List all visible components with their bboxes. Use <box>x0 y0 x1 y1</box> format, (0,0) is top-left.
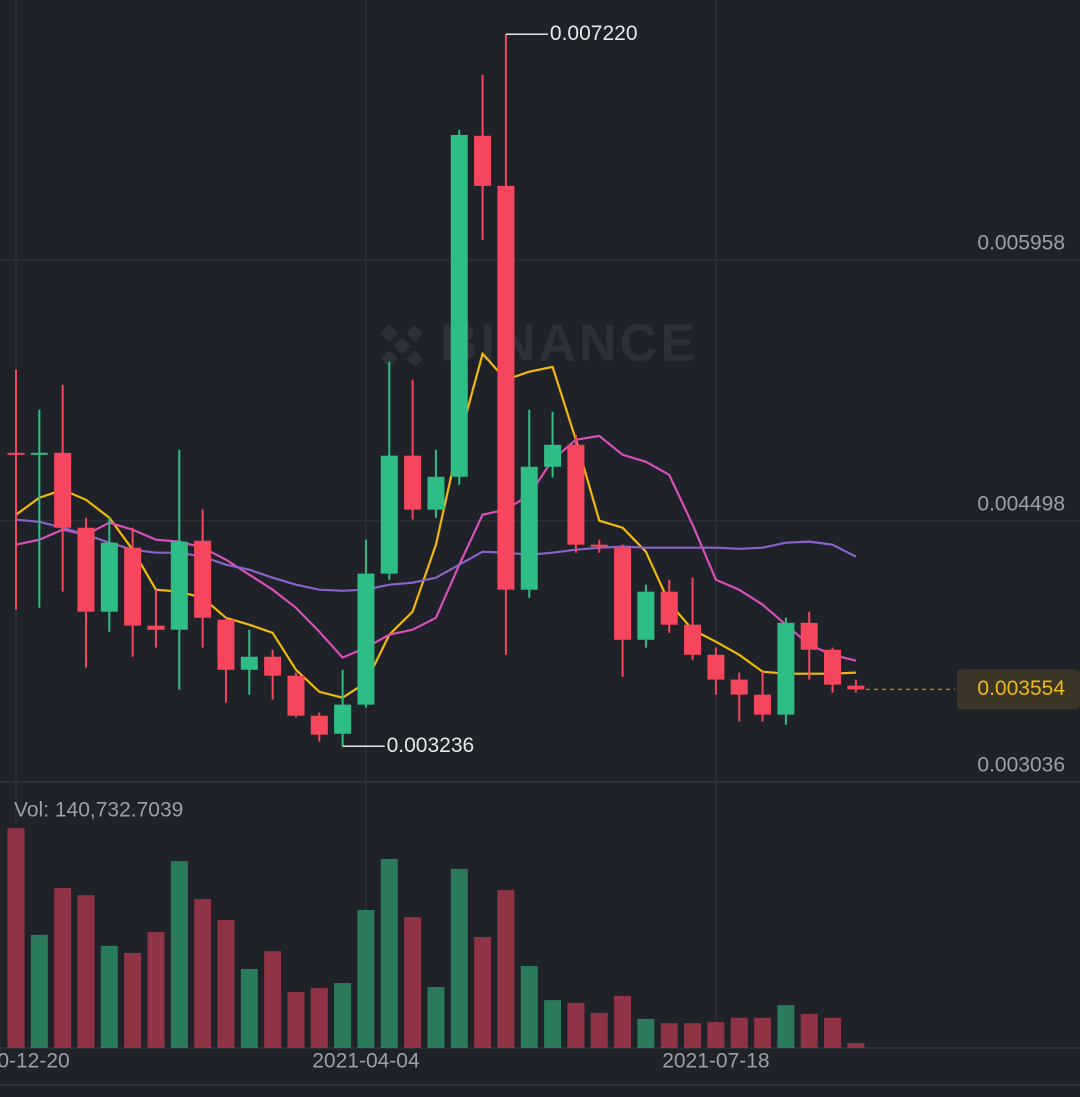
watermark-text: BINANCE <box>440 315 698 373</box>
volume-bar <box>287 991 305 1048</box>
candle-body <box>357 573 375 705</box>
candle-body <box>847 685 865 690</box>
candle-body <box>240 656 258 670</box>
volume-bar <box>497 890 515 1048</box>
volume-bar <box>824 1017 842 1048</box>
volume-bar <box>194 899 212 1048</box>
last-price-label: 0.003554 <box>977 677 1065 700</box>
candle-body <box>777 622 795 715</box>
volume-bar <box>684 1023 702 1048</box>
candle-body <box>147 625 165 630</box>
volume-bar <box>30 934 48 1048</box>
volume-bar <box>310 988 328 1048</box>
volume-bar <box>777 1005 795 1048</box>
candle-body <box>287 675 305 716</box>
annotation-label: 0.007220 <box>550 22 638 45</box>
candle-body <box>194 540 212 618</box>
candle-body <box>124 547 142 626</box>
candle-body <box>824 649 842 685</box>
volume-bar <box>520 966 538 1048</box>
x-tick-label: 2021-04-04 <box>312 1050 420 1073</box>
candle-body <box>404 455 422 510</box>
volume-bar <box>567 1002 585 1048</box>
annotation-label: 0.003236 <box>387 734 475 757</box>
moving-average-line <box>15 434 857 662</box>
candle-body <box>800 622 818 650</box>
candle-body <box>660 591 678 625</box>
candle-body <box>380 455 398 574</box>
volume-bar <box>54 888 72 1048</box>
candle-body <box>474 135 492 186</box>
candle-body <box>450 134 468 477</box>
volume-bar <box>147 932 165 1048</box>
watermark: BINANCE <box>380 315 698 373</box>
volume-bar <box>474 936 492 1048</box>
candle-body <box>497 185 515 590</box>
volume-bar <box>590 1012 608 1048</box>
volume-bar <box>544 1000 562 1048</box>
volume-bar <box>240 968 258 1048</box>
candle-body <box>54 452 72 528</box>
candle-body <box>77 527 95 612</box>
candle-body <box>590 544 608 547</box>
candle-body <box>754 694 772 715</box>
volume-bar <box>754 1017 772 1048</box>
y-tick-label: 0.004498 <box>977 492 1065 515</box>
moving-average-line <box>15 351 856 699</box>
y-tick-label: 0.003036 <box>977 754 1065 777</box>
volume-bar <box>614 995 632 1048</box>
volume-bar <box>217 919 235 1048</box>
candle-body <box>30 452 48 455</box>
candle-body <box>730 679 748 695</box>
candle-body <box>567 444 585 545</box>
candle-body <box>7 452 25 455</box>
candle-body <box>637 591 655 640</box>
candle-body <box>264 656 282 676</box>
candle-body <box>707 654 725 680</box>
volume-bar <box>7 828 25 1048</box>
candle-body <box>334 704 352 734</box>
candle-body <box>310 715 328 735</box>
volume-bar <box>334 983 352 1048</box>
volume-bar <box>357 910 375 1048</box>
volume-bar <box>637 1018 655 1048</box>
x-tick-label: 2021-07-18 <box>662 1050 769 1073</box>
candle-body <box>427 476 445 510</box>
volume-bar <box>707 1022 725 1048</box>
plot-area <box>7 34 865 1048</box>
y-tick-label: 0.005958 <box>977 231 1065 254</box>
volume-bar <box>404 917 422 1048</box>
volume-bar <box>660 1023 678 1048</box>
candle-body <box>544 444 562 467</box>
volume-bar <box>847 1043 865 1048</box>
volume-bar <box>450 868 468 1048</box>
candle-body <box>614 547 632 640</box>
last-price-tag <box>957 669 1080 710</box>
volume-bar <box>124 952 142 1048</box>
candle-body <box>100 542 118 612</box>
candle-body <box>520 466 538 590</box>
volume-bar <box>427 986 445 1048</box>
volume-bar <box>170 861 188 1048</box>
moving-average-line <box>15 518 857 592</box>
volume-title: Vol: 140,732.7039 <box>14 799 183 822</box>
candle-body <box>217 619 235 670</box>
volume-bar <box>380 858 398 1048</box>
volume-bar <box>800 1013 818 1048</box>
volume-bar <box>100 945 118 1048</box>
volume-bar <box>730 1017 748 1048</box>
candle-body <box>170 541 188 630</box>
volume-bar <box>264 951 282 1048</box>
candle-body <box>684 624 702 655</box>
volume-bar <box>77 895 95 1048</box>
